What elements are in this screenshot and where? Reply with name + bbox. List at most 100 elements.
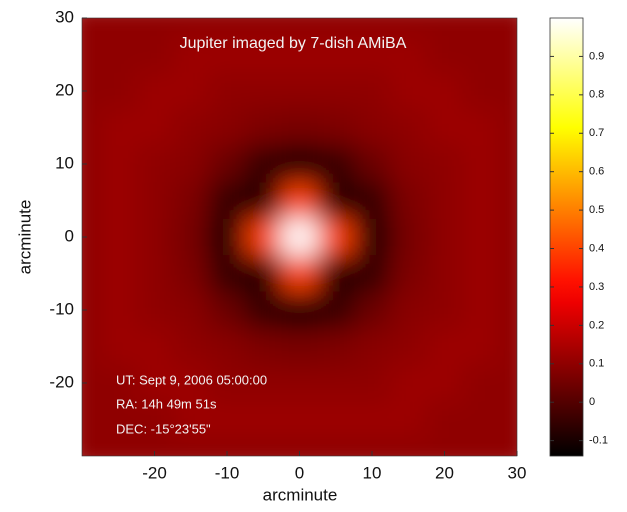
heatmap-cell [426,328,463,365]
heatmap-cell [463,255,500,292]
heatmap-cell [354,73,391,110]
x-tick-label: -10 [215,463,240,482]
heatmap-cell [463,219,500,256]
heatmap-cell [318,73,355,110]
heatmap-cell [354,255,391,292]
heatmap-cell [136,219,173,256]
x-tick-label: -20 [142,463,167,482]
y-tick-label: -20 [49,372,74,391]
heatmap-cell [390,182,427,219]
heatmap-cell [245,255,282,292]
heatmap-cell [354,328,391,365]
heatmap-cell [463,365,500,402]
heatmap-cell [281,401,318,438]
heatmap-cell [426,255,463,292]
heatmap-cell [245,73,282,110]
heatmap-cell [281,328,318,365]
heatmap-cell [173,146,210,183]
heatmap-cell [281,109,318,146]
heatmap-cell [136,109,173,146]
heatmap-cell [463,182,500,219]
heatmap-cell [390,365,427,402]
heatmap-cell [100,146,137,183]
heatmap-cell [426,219,463,256]
heatmap-cell [390,292,427,329]
heatmap-cell [281,182,318,219]
heatmap-cell [426,109,463,146]
heatmap-cell [100,36,137,73]
heatmap-cell [390,0,427,37]
heatmap-cell [390,146,427,183]
heatmap-cell [281,146,318,183]
heatmap-cell [318,292,355,329]
heatmap-cell [209,219,246,256]
heatmap-cell [463,328,500,365]
heatmap-cell [209,292,246,329]
heatmap-cell [245,109,282,146]
heatmap-cell [390,109,427,146]
heatmap-cell [463,109,500,146]
y-tick-label: 10 [55,153,74,172]
heatmap-cell [281,365,318,402]
chart: Jupiter imaged by 7-dish AMiBA UT: Sept … [0,0,627,512]
heatmap-cell [390,401,427,438]
heatmap-cell [463,36,500,73]
heatmap-cell [136,182,173,219]
heatmap-cell [318,0,355,37]
heatmap-cell [463,146,500,183]
heatmap-cell [136,73,173,110]
colorbar-tick-label: 0.3 [589,281,604,293]
heatmap-cell [209,328,246,365]
heatmap-cell [354,401,391,438]
heatmap-cell [281,73,318,110]
heatmap-cell [245,182,282,219]
heatmap-cell [245,328,282,365]
heatmap-cell [318,146,355,183]
colorbar-tick-label: 0.6 [589,166,604,178]
y-axis-label: arcminute [15,200,34,275]
colorbar-tick-label: 0.2 [589,319,604,331]
heatmap-cell [426,401,463,438]
heatmap-cell [100,109,137,146]
heatmap-cell [281,0,318,37]
heatmap-cell [281,255,318,292]
heatmap-cell [100,292,137,329]
heatmap-cell [354,182,391,219]
heatmap-cell [100,219,137,256]
heatmap-cell [354,109,391,146]
heatmap-cell [463,292,500,329]
heatmap-cell [209,255,246,292]
colorbar-tick-label: 0.4 [589,242,604,254]
heatmap-cell [426,73,463,110]
heatmap-cell [426,365,463,402]
heatmap-cell [426,292,463,329]
heatmap-cell [136,0,173,37]
x-tick-label: 30 [508,463,527,482]
heatmap-cell [390,73,427,110]
y-tick-label: -10 [49,299,74,318]
heatmap-cell [245,0,282,37]
heatmap-cell [100,0,137,37]
heatmap-cell [390,255,427,292]
heatmap-cell [245,292,282,329]
heatmap-cell [100,328,137,365]
heatmap-cell [354,365,391,402]
heatmap-cell [245,401,282,438]
heatmap-cell [426,0,463,37]
heatmap-cell [136,328,173,365]
heatmap-cell [354,292,391,329]
colorbar-tick-label: 0.5 [589,204,604,216]
colorbar-tick-label: 0.8 [589,89,604,101]
heatmap-cell [354,146,391,183]
heatmap-cell [100,73,137,110]
heatmap-cell [318,219,355,256]
heatmap-cell [173,0,210,37]
heatmap-cell [354,0,391,37]
heatmap-cell [209,146,246,183]
heatmap-cell [245,146,282,183]
y-tick-label: 30 [55,7,74,26]
heatmap-cell [426,36,463,73]
heatmap-cell [209,182,246,219]
heatmap-cell [209,0,246,37]
heatmap-cell [100,255,137,292]
